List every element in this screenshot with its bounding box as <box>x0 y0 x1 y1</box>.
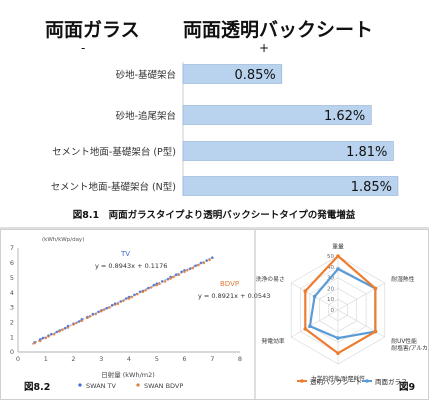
legend-label-backsheet: 透明バックシート <box>310 378 362 386</box>
x-tick-label-3: 3 <box>99 355 103 363</box>
y-tick-label-4: 4 <box>10 289 14 297</box>
radar-point-1-4 <box>308 324 312 329</box>
point-0-26 <box>152 283 156 287</box>
radar-legend: 透明バックシート 両面ガラス <box>297 377 407 386</box>
legend-label-tv: SWAN TV <box>86 382 117 390</box>
radar-tick-label-1: 10 <box>327 297 334 303</box>
left-sign: - <box>81 41 85 55</box>
point-0-22 <box>133 293 136 297</box>
category-label-1: 砂地-追尾架台 <box>116 110 176 122</box>
y-tick-label-0: 0 <box>10 348 14 356</box>
figure-8-1-title: 図8.1 両面ガラスタイプより透明バックシートタイプの発電増益 <box>73 209 356 221</box>
panel-frame <box>0 229 429 400</box>
bdvp-trendline-equation: y = 0.8921x + 0.0543 <box>198 292 270 300</box>
legend-label-bdvp: SWAN BDVP <box>144 382 183 390</box>
legend-label-glass: 両面ガラス <box>375 377 407 386</box>
radar-spoke-2 <box>337 309 385 338</box>
point-1-14 <box>100 309 103 313</box>
point-1-19 <box>122 299 125 303</box>
x-tick-label-2: 2 <box>71 355 75 363</box>
figure-9-caption: 図9 <box>399 382 415 393</box>
x-tick-label-5: 5 <box>155 355 159 363</box>
scatter-ylabel: (kWh/kWp/day) <box>42 237 84 243</box>
point-0-31 <box>174 273 178 277</box>
bar-3 <box>182 176 399 196</box>
y-tick-label-6: 6 <box>10 259 14 267</box>
category-label-2: セメント地面-基礎架台 (P型) <box>52 146 176 158</box>
y-tick-label-2: 2 <box>10 319 14 327</box>
radar-tick-label-4: 40 <box>327 265 334 271</box>
point-1-20 <box>127 297 131 300</box>
right-header: 両面透明バックシート <box>183 19 373 41</box>
bar-value-label-1: 1.62% <box>324 109 365 124</box>
category-label-0: 砂地-基礎架台 <box>116 69 176 81</box>
bar-value-label-2: 1.81% <box>346 145 387 160</box>
scatter-xlabel: 日射量 (kWh/m2) <box>101 370 155 379</box>
radar-tick-label-2: 20 <box>327 286 334 292</box>
point-0-29 <box>166 277 170 281</box>
radar-point-0-4 <box>303 327 308 331</box>
x-tick-label-1: 1 <box>44 355 48 363</box>
legend-marker-tv <box>78 383 82 387</box>
radar-point-1-0 <box>336 267 340 271</box>
legend-marker-bdvp <box>136 383 140 387</box>
bdvp-series-tag: BDVP <box>220 280 239 288</box>
radar-spoke-4 <box>291 309 339 338</box>
y-tick-label-5: 5 <box>10 274 14 282</box>
radar-tick-label-5: 50 <box>327 254 334 260</box>
point-0-36 <box>199 261 203 265</box>
scatter-legend: SWAN TV SWAN BDVP <box>78 382 183 390</box>
radar-spoke-1 <box>337 282 385 311</box>
trendline-0 <box>31 256 213 344</box>
bar-2 <box>182 141 394 161</box>
scatter-chart-panel: (kWh/kWp/day) 0 1 2 3 4 5 6 7 8 0 1 2 3 4 5 6 7 TV y = 0… <box>10 237 270 393</box>
x-tick-label-6: 6 <box>182 355 186 363</box>
bar-0 <box>182 64 283 84</box>
legend-marker-backsheet <box>300 379 304 383</box>
point-0-38 <box>211 256 214 260</box>
point-1-0 <box>33 341 36 345</box>
radar-point-1-5 <box>312 294 317 299</box>
radar-tick-label-0: 0 <box>331 308 335 314</box>
radar-point-1-3 <box>336 336 340 340</box>
bar-chart-panel: 両面ガラス - 両面透明バックシート + 砂地-基礎架台 0.85% 砂地-追尾架台… <box>45 19 399 221</box>
radar-point-0-2 <box>373 329 378 334</box>
y-tick-label-3: 3 <box>10 304 14 312</box>
radar-axis-label-3: 力学的性能/耐摩耗性 <box>311 375 365 383</box>
category-label-3: セメント地面-基礎架台 (N型) <box>51 181 176 193</box>
radar-axis-label-0: 重量 <box>332 242 344 250</box>
tv-series-tag: TV <box>120 250 130 258</box>
radar-axis-label-4: 発電効率 <box>261 337 284 345</box>
x-tick-label-8: 8 <box>238 355 242 363</box>
legend-marker-glass <box>365 379 369 383</box>
y-tick-label-1: 1 <box>10 333 14 341</box>
left-header: 両面ガラス <box>45 19 140 41</box>
x-tick-label-4: 4 <box>127 355 131 363</box>
radar-point-0-1 <box>373 286 378 291</box>
figure-8-2-caption: 図8.2 <box>24 382 50 393</box>
radar-axis-label-2-0: 耐UV性能 <box>391 337 417 345</box>
bar-1 <box>182 105 372 125</box>
x-tick-label-7: 7 <box>210 355 214 363</box>
radar-axis-label-1: 耐湿熱性 <box>391 275 414 283</box>
radar-point-0-3 <box>336 351 340 356</box>
radar-axis-label-2-1: 耐塩害/アルカリ性 <box>391 344 429 352</box>
tv-trendline-equation: y = 0.8943x + 0.1176 <box>95 262 167 270</box>
y-tick-label-7: 7 <box>10 244 14 252</box>
trendline-1 <box>31 258 213 345</box>
x-tick-label-0: 0 <box>16 355 20 363</box>
bar-value-label-0: 0.85% <box>234 68 275 83</box>
radar-point-0-0 <box>336 254 340 258</box>
bar-value-label-3: 1.85% <box>351 180 392 195</box>
radar-point-0-5 <box>303 289 308 293</box>
point-1-36 <box>202 261 206 265</box>
radar-axis-label-5: 洗浄の易さ <box>256 275 285 283</box>
right-sign: + <box>259 41 269 55</box>
point-1-31 <box>177 273 181 277</box>
